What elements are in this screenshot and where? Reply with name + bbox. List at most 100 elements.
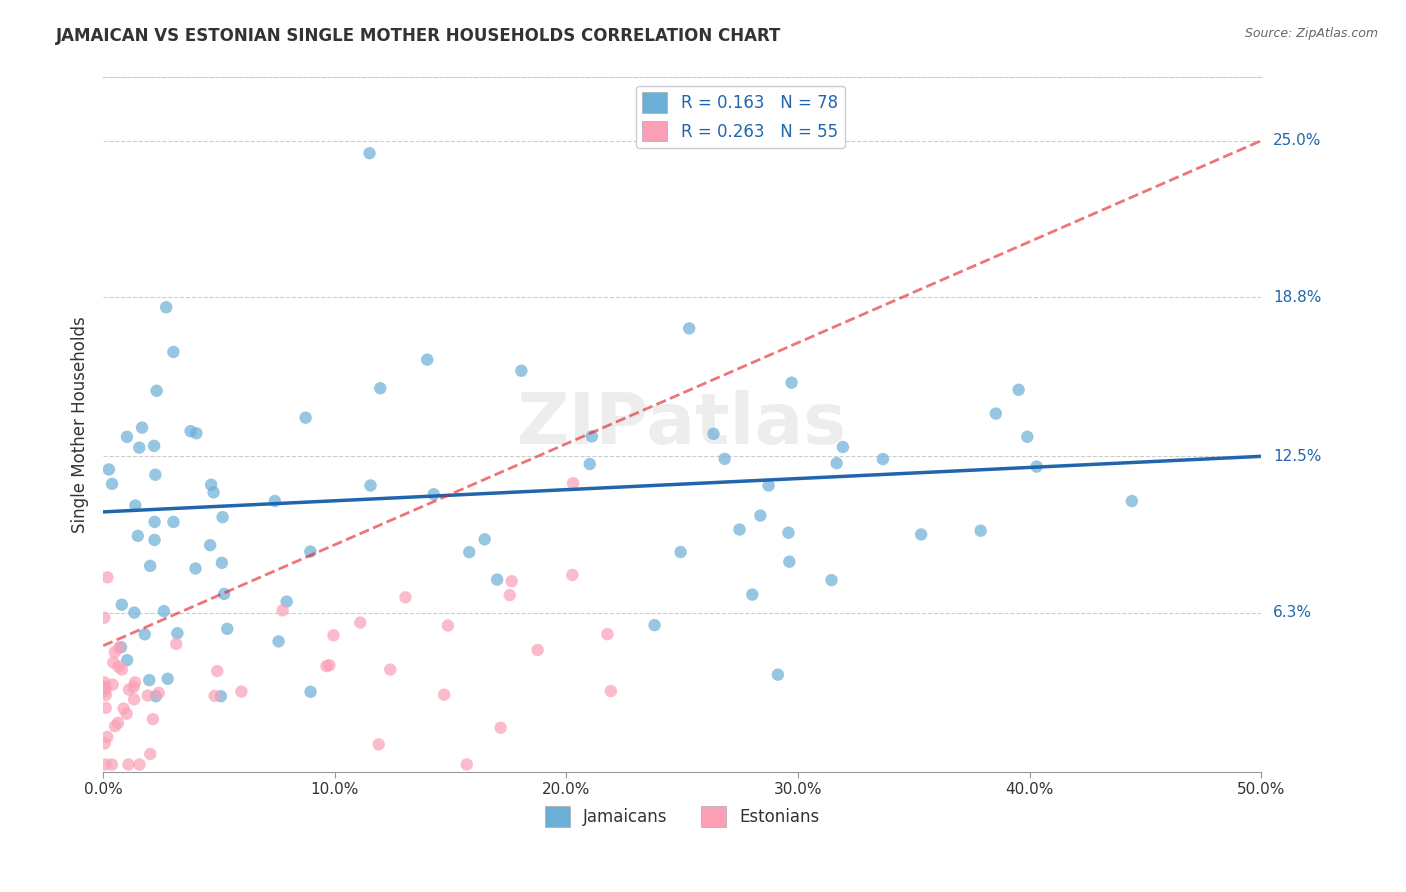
Point — [422, 487, 444, 501]
Point — [758, 478, 780, 492]
Point — [778, 555, 800, 569]
Point — [93, 611, 115, 625]
Point — [728, 523, 751, 537]
Point — [713, 451, 735, 466]
Point — [416, 352, 439, 367]
Point — [778, 525, 800, 540]
Point — [458, 545, 481, 559]
Point — [380, 663, 402, 677]
Point — [134, 627, 156, 641]
Point — [872, 452, 894, 467]
Point — [349, 615, 371, 630]
Point — [107, 715, 129, 730]
Text: 25.0%: 25.0% — [1272, 133, 1322, 148]
Point — [294, 410, 316, 425]
Point — [108, 640, 131, 655]
Point — [94, 681, 117, 695]
Point — [198, 538, 221, 552]
Point — [115, 430, 138, 444]
Point — [124, 606, 146, 620]
Point — [486, 573, 509, 587]
Point — [1121, 494, 1143, 508]
Point — [702, 426, 724, 441]
Point — [142, 712, 165, 726]
Point — [437, 618, 460, 632]
Point — [136, 689, 159, 703]
Point — [94, 701, 117, 715]
Text: ZIPatlas: ZIPatlas — [517, 390, 848, 459]
Point — [138, 673, 160, 687]
Point — [766, 667, 789, 681]
Point — [145, 384, 167, 398]
Point — [209, 690, 232, 704]
Point — [112, 701, 135, 715]
Point — [162, 345, 184, 359]
Point — [115, 653, 138, 667]
Point — [101, 757, 124, 772]
Point — [94, 757, 117, 772]
Point — [231, 684, 253, 698]
Point — [359, 146, 381, 161]
Point — [143, 515, 166, 529]
Point — [111, 662, 134, 676]
Point — [322, 628, 344, 642]
Point — [104, 645, 127, 659]
Point — [831, 440, 853, 454]
Point — [678, 321, 700, 335]
Point — [148, 686, 170, 700]
Point — [96, 730, 118, 744]
Point — [211, 510, 233, 524]
Point — [489, 721, 512, 735]
Point — [139, 558, 162, 573]
Point — [103, 656, 125, 670]
Point — [153, 604, 176, 618]
Point — [499, 588, 522, 602]
Point — [578, 457, 600, 471]
Point — [115, 706, 138, 721]
Point — [107, 659, 129, 673]
Point — [315, 659, 337, 673]
Point — [128, 441, 150, 455]
Point — [131, 420, 153, 434]
Text: JAMAICAN VS ESTONIAN SINGLE MOTHER HOUSEHOLDS CORRELATION CHART: JAMAICAN VS ESTONIAN SINGLE MOTHER HOUSE… — [56, 27, 782, 45]
Point — [299, 544, 322, 558]
Point — [139, 747, 162, 761]
Point — [1017, 430, 1039, 444]
Point — [165, 637, 187, 651]
Point — [367, 738, 389, 752]
Point — [669, 545, 692, 559]
Point — [984, 407, 1007, 421]
Point — [501, 574, 523, 589]
Point — [456, 757, 478, 772]
Point — [526, 643, 548, 657]
Point — [101, 677, 124, 691]
Point — [271, 603, 294, 617]
Point — [93, 683, 115, 698]
Point — [200, 477, 222, 491]
Point — [820, 573, 842, 587]
Point — [217, 622, 239, 636]
Point — [510, 364, 533, 378]
Point — [212, 587, 235, 601]
Point — [749, 508, 772, 523]
Point — [122, 680, 145, 694]
Point — [780, 376, 803, 390]
Text: 12.5%: 12.5% — [1272, 449, 1322, 464]
Point — [128, 757, 150, 772]
Point — [644, 618, 666, 632]
Point — [96, 570, 118, 584]
Point — [127, 529, 149, 543]
Point — [204, 689, 226, 703]
Point — [910, 527, 932, 541]
Text: 6.3%: 6.3% — [1272, 606, 1312, 621]
Point — [474, 533, 496, 547]
Point — [104, 719, 127, 733]
Point — [205, 664, 228, 678]
Point — [433, 688, 456, 702]
Text: 18.8%: 18.8% — [1272, 290, 1322, 305]
Point — [122, 692, 145, 706]
Point — [825, 456, 848, 470]
Legend: Jamaicans, Estonians: Jamaicans, Estonians — [538, 799, 827, 833]
Point — [94, 688, 117, 702]
Point — [596, 627, 619, 641]
